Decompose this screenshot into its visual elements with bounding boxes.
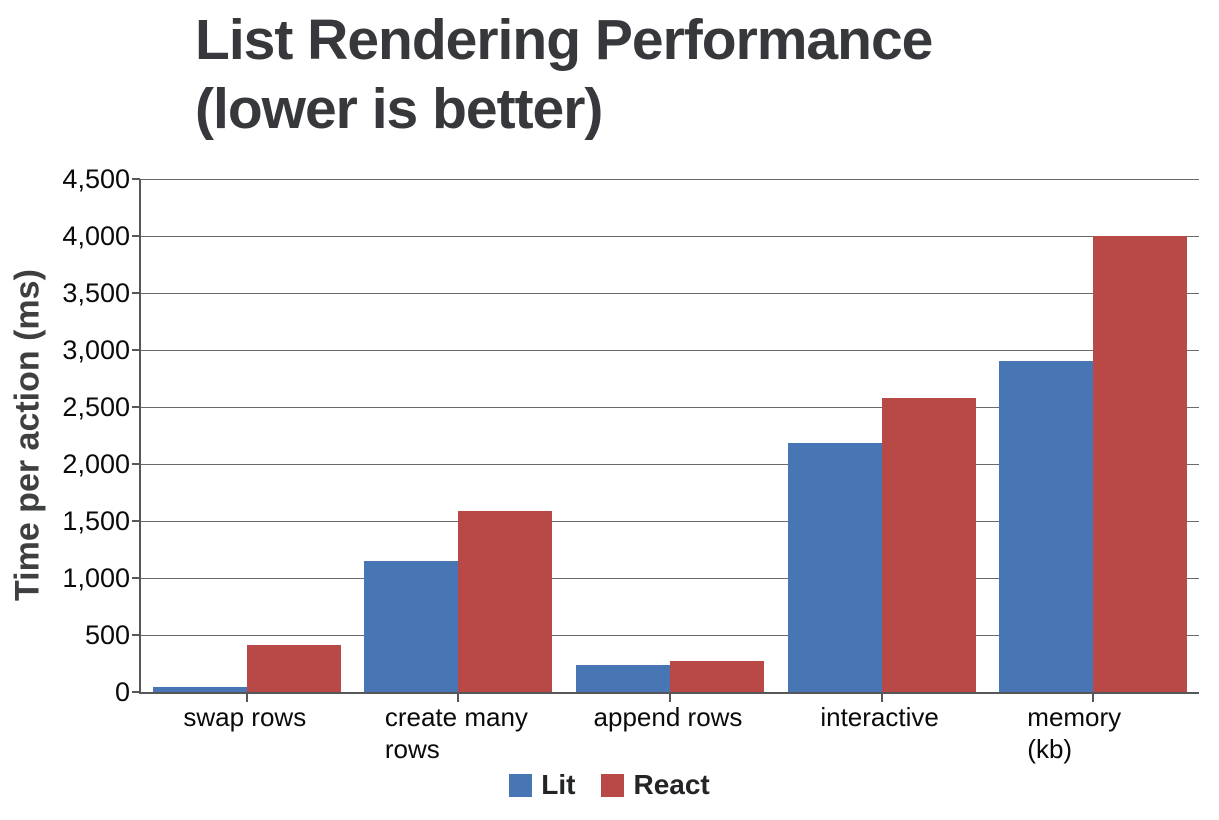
bar-react-memory-kb — [1093, 236, 1188, 692]
x-tick-mark-interactive — [880, 694, 883, 702]
chart-title-line-1: List Rendering Performance — [195, 8, 933, 72]
legend-label-lit: Lit — [541, 769, 576, 800]
y-tick-label-3500: 3,500 — [62, 278, 130, 308]
bar-lit-memory-kb — [999, 361, 1094, 692]
bar-react-swap-rows — [246, 644, 341, 692]
gridline-500 — [141, 634, 1199, 636]
x-tick-mark-append-rows — [669, 694, 671, 702]
chart-title: List Rendering Performance (lower is bet… — [195, 6, 933, 144]
legend-swatch-lit-icon — [509, 773, 533, 797]
y-tick-mark-0 — [132, 691, 140, 693]
y-tick-mark-4500 — [132, 178, 140, 180]
bar-react-create-many-rows — [458, 510, 553, 692]
bar-react-interactive — [881, 397, 976, 692]
legend: Lit React — [0, 769, 1219, 801]
legend-swatch-react-icon — [601, 773, 625, 797]
x-tick-label-append-rows: append rows — [593, 702, 743, 732]
chart-title-line-2: (lower is better) — [195, 77, 603, 141]
legend-item-react: React — [601, 769, 710, 801]
y-tick-mark-3000 — [132, 349, 140, 351]
y-tick-label-3000: 3,000 — [62, 335, 130, 365]
y-tick-mark-2000 — [132, 463, 140, 465]
y-tick-mark-4000 — [132, 235, 140, 237]
bar-lit-swap-rows — [152, 686, 247, 692]
x-tick-label-create-many-rows: create many rows — [384, 702, 528, 764]
y-tick-label-4500: 4,500 — [62, 164, 130, 194]
x-tick-mark-memory-kb — [1092, 694, 1095, 702]
y-tick-label-1500: 1,500 — [62, 506, 130, 536]
y-tick-mark-2500 — [132, 406, 140, 408]
gridline-1500 — [141, 520, 1199, 522]
y-tick-label-500: 500 — [84, 620, 130, 650]
gridline-3500 — [141, 292, 1199, 294]
gridline-3000 — [141, 349, 1199, 351]
legend-item-lit: Lit — [509, 769, 575, 801]
legend-label-react: React — [633, 769, 710, 800]
plot-area — [132, 178, 1199, 702]
gridline-2500 — [141, 406, 1199, 408]
y-tick-mark-3500 — [132, 292, 140, 294]
gridline-4500 — [141, 178, 1199, 180]
bar-lit-create-many-rows — [364, 560, 459, 692]
y-tick-mark-1500 — [132, 520, 140, 522]
x-tick-mark-create-many-rows — [457, 694, 460, 702]
x-tick-label-interactive: interactive — [820, 702, 939, 732]
y-tick-mark-500 — [132, 634, 140, 636]
bar-react-append-rows — [670, 660, 764, 692]
y-tick-label-0: 0 — [114, 677, 130, 707]
gridline-1000 — [141, 577, 1199, 579]
y-tick-label-2500: 2,500 — [62, 392, 130, 422]
y-tick-label-2000: 2,000 — [62, 449, 130, 479]
x-tick-label-memory-kb: memory (kb) — [1027, 702, 1122, 764]
x-tick-label-swap-rows: swap rows — [183, 702, 307, 732]
gridline-4000 — [141, 235, 1199, 237]
y-tick-label-4000: 4,000 — [62, 221, 130, 251]
x-tick-mark-swap-rows — [245, 694, 248, 702]
bar-lit-interactive — [787, 443, 882, 692]
y-tick-label-1000: 1,000 — [62, 563, 130, 593]
y-tick-mark-1000 — [132, 577, 140, 579]
bar-lit-append-rows — [576, 664, 670, 692]
y-axis-title: Time per action (ms) — [8, 269, 47, 602]
gridline-2000 — [141, 463, 1199, 465]
